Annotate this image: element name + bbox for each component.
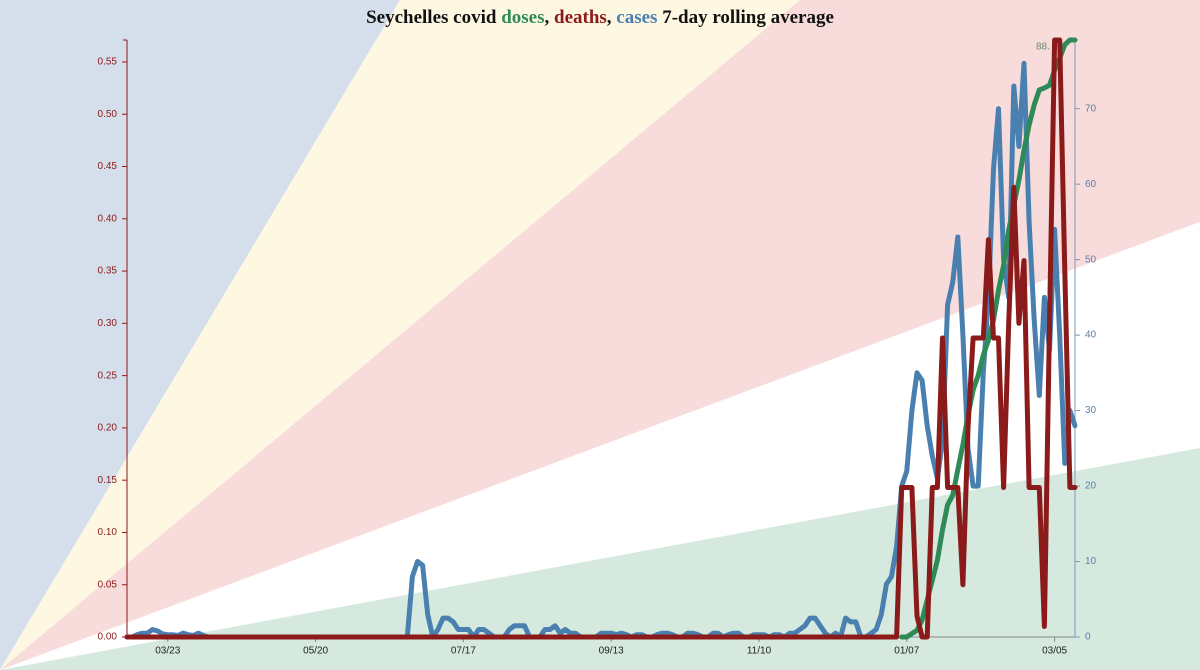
title-series-name: cases <box>616 7 657 28</box>
y-tick-label: 0.45 <box>98 161 118 172</box>
y-tick-label: 0.35 <box>98 266 118 277</box>
series-line <box>124 37 1078 640</box>
x-tick-label: 03/23 <box>155 646 180 657</box>
y-tick-label: 0.00 <box>98 632 118 643</box>
y-tick-label: 0.55 <box>98 57 118 68</box>
title-series-name: deaths <box>554 7 607 28</box>
y-tick-label: 0.50 <box>98 109 118 120</box>
y-tick-label: 0.30 <box>98 318 118 329</box>
title-series-name: doses <box>501 7 544 28</box>
chart-title: Seychelles covid doses, deaths, cases 7-… <box>366 7 834 28</box>
title-text: 7-day rolling average <box>657 7 833 28</box>
y-tick-label: 0.25 <box>98 370 118 381</box>
y-tick-label: 0.05 <box>98 579 118 590</box>
y2-tick-label: 60 <box>1085 179 1097 190</box>
y-tick-label: 0.20 <box>98 423 118 434</box>
x-tick-label: 01/07 <box>894 646 919 657</box>
y-tick-label: 0.40 <box>98 213 118 224</box>
y2-tick-label: 10 <box>1085 556 1097 567</box>
x-tick-label: 03/05 <box>1042 646 1067 657</box>
x-tick-label: 07/17 <box>451 646 476 657</box>
y2-tick-label: 40 <box>1085 330 1097 341</box>
title-text: , <box>607 7 617 28</box>
x-tick-label: 09/13 <box>599 646 624 657</box>
title-text: , <box>545 7 555 28</box>
y2-tick-label: 70 <box>1085 103 1097 114</box>
y2-tick-label: 0 <box>1085 632 1091 643</box>
x-tick-label: 11/10 <box>747 646 772 657</box>
y2-tick-label: 30 <box>1085 405 1097 416</box>
y2-tick-label: 20 <box>1085 481 1097 492</box>
y-tick-label: 0.15 <box>98 475 118 486</box>
title-text: Seychelles covid <box>366 7 501 28</box>
x-tick-label: 05/20 <box>303 646 328 657</box>
y2-tick-label: 50 <box>1085 254 1097 265</box>
annotation: 88. <box>1036 42 1050 53</box>
y-tick-label: 0.10 <box>98 527 118 538</box>
